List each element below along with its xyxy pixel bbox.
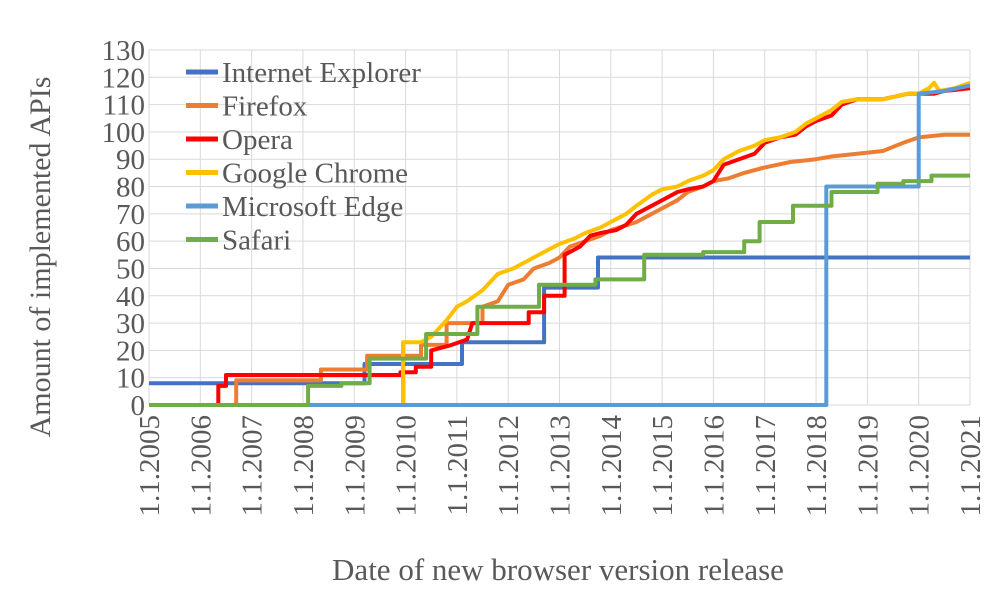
y-tick-label: 110 <box>103 90 145 122</box>
legend-label-microsoft-edge: Microsoft Edge <box>222 191 403 223</box>
x-tick-label: 1.1.2019 <box>852 415 884 517</box>
x-tick-label: 1.1.2016 <box>698 415 730 517</box>
y-tick-label: 20 <box>116 335 145 367</box>
y-axis-label: Amount of implemented APIs <box>24 77 57 438</box>
x-axis-ticks: 1.1.2005 1.1.2006 1.1.2007 1.1.2008 1.1.2009… <box>134 415 987 517</box>
series-line-safari <box>149 173 970 407</box>
series-line-microsoft-edge <box>149 83 971 407</box>
x-tick-label: 1.1.2012 <box>493 415 525 517</box>
y-tick-label: 80 <box>116 172 145 204</box>
x-tick-label: 1.1.2014 <box>596 415 628 517</box>
x-tick-label: 1.1.2018 <box>801 415 833 517</box>
y-tick-label: 50 <box>116 253 145 285</box>
x-tick-label: 1.1.2006 <box>185 415 217 517</box>
x-tick-label: 1.1.2013 <box>545 415 577 517</box>
y-tick-label: 0 <box>131 390 146 422</box>
x-tick-label: 1.1.2007 <box>237 415 269 517</box>
legend-label-google-chrome: Google Chrome <box>222 158 408 190</box>
y-tick-label: 40 <box>116 281 145 313</box>
y-tick-label: 120 <box>102 62 146 94</box>
x-tick-label: 1.1.2008 <box>288 415 320 517</box>
series-line-opera <box>149 86 971 407</box>
legend-label-opera: Opera <box>222 124 293 156</box>
x-tick-label: 1.1.2009 <box>339 415 371 517</box>
y-tick-label: 130 <box>102 35 146 67</box>
x-tick-label: 1.1.2011 <box>442 415 474 515</box>
x-tick-label: 1.1.2010 <box>391 415 423 517</box>
legend-label-safari: Safari <box>222 225 291 257</box>
y-tick-label: 90 <box>116 144 145 176</box>
x-tick-label: 1.1.2017 <box>750 415 782 517</box>
x-axis-label: Date of new browser version release <box>332 552 784 587</box>
x-tick-label: 1.1.2015 <box>647 415 679 517</box>
x-tick-label: 1.1.2020 <box>904 415 936 517</box>
series-lines <box>149 80 971 407</box>
grid <box>148 49 971 406</box>
x-tick-label: 1.1.2005 <box>134 415 166 517</box>
series-line-google-chrome <box>149 80 971 407</box>
y-tick-label: 10 <box>116 363 145 395</box>
series-line-firefox <box>149 132 970 407</box>
y-tick-label: 60 <box>116 226 145 258</box>
y-tick-label: 100 <box>102 117 146 149</box>
y-tick-label: 70 <box>116 199 145 231</box>
legend-label-firefox: Firefox <box>222 91 308 123</box>
x-tick-label: 1.1.2021 <box>955 415 987 517</box>
legend-label-internet-explorer: Internet Explorer <box>222 57 421 89</box>
y-tick-label: 30 <box>116 308 145 340</box>
